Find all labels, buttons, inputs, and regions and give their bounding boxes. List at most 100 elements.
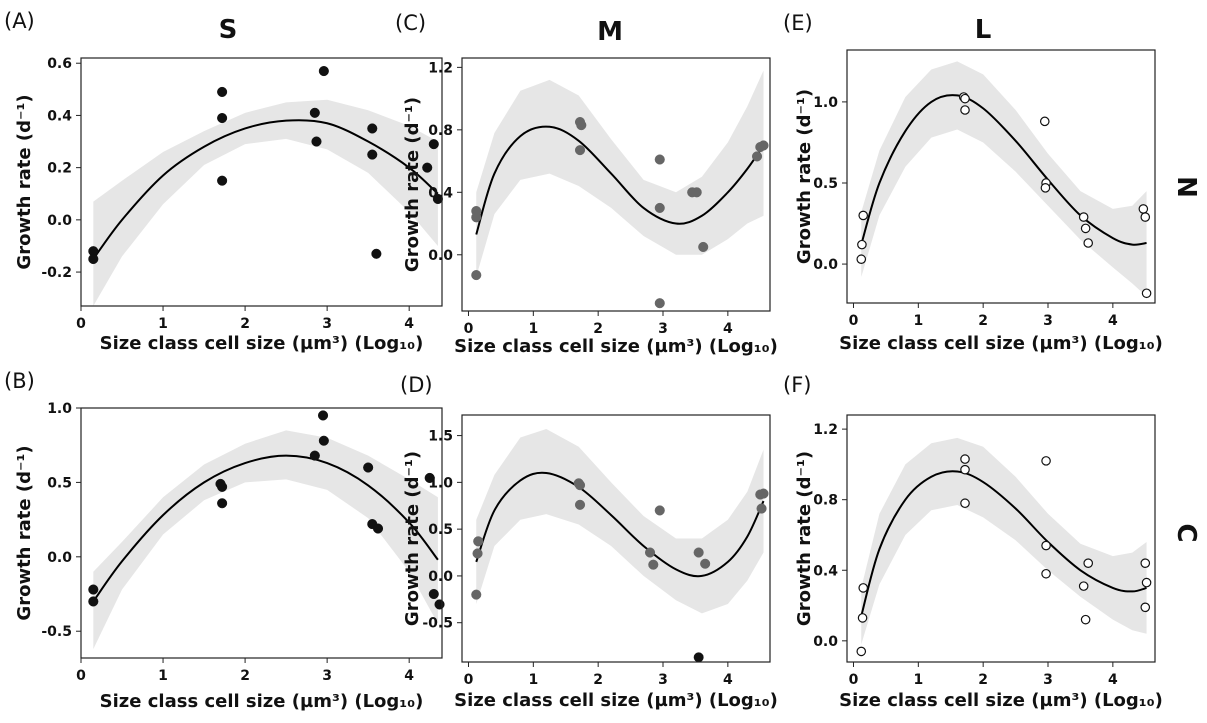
data-point [700, 558, 711, 569]
data-point [367, 123, 378, 134]
y-tick-label: -0.5 [422, 616, 453, 632]
data-point [428, 588, 439, 600]
data-point [1140, 558, 1151, 568]
data-point [217, 481, 228, 492]
plot-frame [80, 407, 443, 659]
data-point [217, 498, 228, 509]
x-axis-label: Size class cell size (µm³) (Log₁₀) [839, 333, 1163, 354]
data-point [960, 464, 970, 475]
data-point [960, 454, 970, 464]
fit-curve [860, 94, 1147, 246]
fit-curve [475, 125, 765, 235]
x-axis-label: Size class cell size (µm³) (Log₁₀) [100, 333, 424, 354]
x-tick-label: 4 [723, 321, 733, 337]
data-point [1083, 558, 1094, 568]
data-point [960, 93, 970, 104]
data-point [473, 536, 484, 547]
y-tick-label: 0.0 [813, 257, 838, 273]
x-tick-label: 3 [322, 668, 332, 684]
data-point [858, 583, 869, 593]
data-point [858, 210, 869, 221]
data-point [960, 498, 970, 509]
panel-b: 0 1 2 3 4 -0.5 0.0 0.5 1.0 (B) Size class cell siz… [4, 369, 445, 712]
fit-curve [475, 471, 765, 578]
data-point [428, 139, 439, 150]
plot-frame [846, 49, 1156, 304]
x-tick-label: 2 [240, 668, 250, 684]
data-point [693, 547, 704, 558]
data-point [318, 435, 329, 446]
column-title-s: S [219, 15, 238, 45]
x-tick-label: 1 [158, 668, 168, 684]
y-tick-label: 1.0 [813, 95, 838, 111]
x-tick-label: 0 [464, 321, 474, 337]
data-point [471, 212, 482, 223]
data-point [576, 120, 587, 131]
data-point [472, 548, 483, 559]
y-axis-label: Growth rate (d⁻¹) [402, 97, 423, 272]
data-point [422, 162, 433, 173]
data-point [1141, 577, 1152, 588]
confidence-band [476, 429, 764, 614]
row-label-n: N [1171, 176, 1201, 198]
data-point [1080, 223, 1091, 234]
plot-frame [80, 57, 443, 307]
y-tick-label: 0.5 [47, 475, 72, 491]
panel-letter: (D) [400, 373, 433, 397]
fit-curve [860, 470, 1147, 617]
x-tick-label: 3 [1043, 313, 1053, 329]
data-point [857, 239, 867, 250]
data-point [960, 105, 970, 115]
data-point [648, 559, 659, 570]
data-point-outlier [693, 652, 704, 663]
x-tick-label: 4 [404, 668, 414, 684]
y-tick-label: -0.5 [41, 624, 72, 640]
data-point [1083, 238, 1094, 248]
x-tick-label: 4 [1108, 313, 1118, 329]
data-point [691, 187, 702, 198]
y-tick-label: 0.4 [813, 563, 838, 579]
y-tick-label: 0.0 [47, 550, 72, 566]
panel-letter: (C) [395, 11, 426, 35]
data-point [311, 136, 322, 147]
data-point [309, 107, 320, 118]
x-tick-label: 1 [913, 672, 923, 688]
data-point [698, 241, 709, 253]
x-tick-label: 0 [464, 672, 474, 688]
data-point [1080, 614, 1091, 625]
y-axis-label: Growth rate (d⁻¹) [794, 451, 815, 626]
data-point [318, 66, 329, 77]
panel-letter: (B) [4, 369, 35, 393]
y-tick-label: 0.0 [813, 634, 838, 650]
confidence-band [93, 430, 438, 650]
plot-frame [461, 57, 771, 312]
x-tick-label: 2 [978, 672, 988, 688]
y-tick-label: 1.2 [813, 422, 838, 438]
panel-a: 0 1 2 3 4 -0.2 0.0 0.2 0.4 0.6 (A) Size class cell … [4, 9, 443, 354]
data-point [856, 646, 867, 657]
data-point [424, 472, 435, 483]
data-point [88, 596, 99, 607]
data-point [217, 175, 228, 186]
data-point [654, 298, 665, 309]
panel-f: 0 1 2 3 4 0.0 0.4 0.8 1.2 (F) Size class cell size… [783, 373, 1163, 711]
confidence-band [861, 437, 1147, 645]
data-point [574, 499, 586, 510]
x-tick-label: 2 [593, 321, 603, 337]
data-point [1041, 540, 1051, 551]
data-point [1078, 581, 1089, 591]
x-tick-label: 0 [76, 316, 86, 332]
column-title-l: L [975, 15, 992, 45]
fit-curve [92, 454, 439, 603]
data-point [644, 547, 656, 558]
data-point [1138, 204, 1149, 214]
data-point [372, 523, 384, 534]
x-tick-label: 1 [528, 672, 538, 688]
data-point [758, 488, 769, 499]
x-tick-label: 2 [240, 316, 250, 332]
x-tick-label: 1 [158, 316, 168, 332]
x-tick-label: 3 [658, 321, 668, 337]
data-point [1078, 212, 1089, 222]
data-point [758, 140, 769, 151]
